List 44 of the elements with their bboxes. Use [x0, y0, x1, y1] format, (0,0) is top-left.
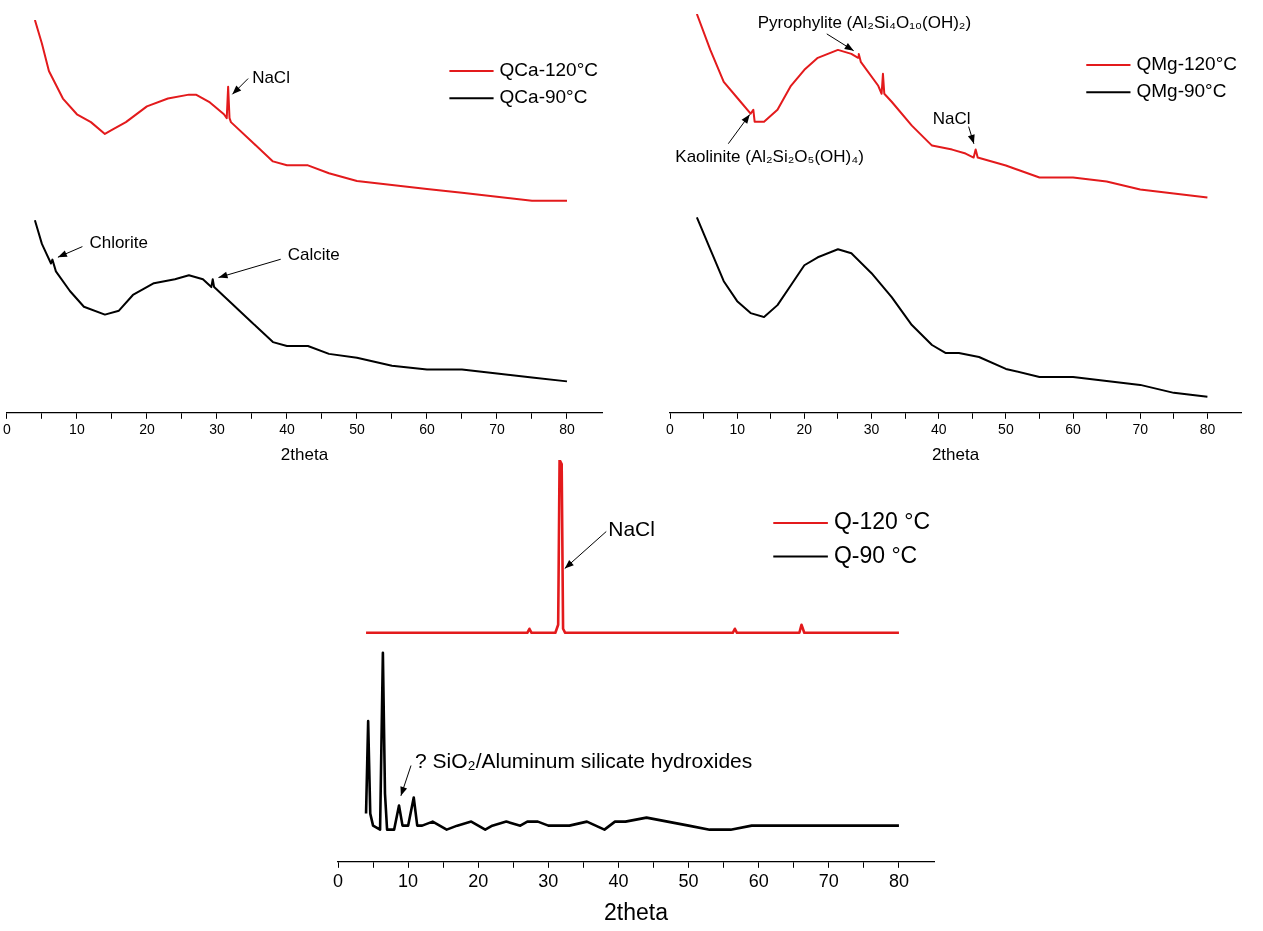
x-tick-label: 30	[209, 421, 225, 438]
annotation: Pyrophylite (Al₂Si₄O₁₀(OH)₂)	[757, 12, 972, 32]
x-tick-label: 20	[468, 870, 489, 891]
legend-label: Q-90 °C	[833, 541, 918, 568]
legend-label: Q-120 °C	[833, 508, 930, 535]
x-axis-title: 2theta	[931, 445, 980, 465]
x-tick-label: 60	[419, 421, 435, 438]
annotation: NaCl	[608, 516, 655, 540]
x-tick-label: 70	[818, 870, 839, 891]
x-tick-label: 30	[863, 421, 880, 438]
x-tick-label: 40	[279, 421, 295, 438]
x-tick-label: 0	[666, 421, 675, 438]
x-tick-label: 10	[398, 870, 419, 891]
annotation: Kaolinite (Al₂Si₂O₅(OH)₄)	[675, 146, 864, 166]
x-tick-label: 80	[888, 870, 909, 891]
x-tick-label: 20	[796, 421, 813, 438]
annotation: Calcite	[287, 245, 340, 265]
annotation: NaCl	[932, 108, 971, 128]
x-tick-label: 10	[69, 421, 85, 438]
x-tick-label: 70	[1132, 421, 1149, 438]
x-tick-label: 60	[748, 870, 769, 891]
x-tick-label: 50	[998, 421, 1014, 438]
x-tick-label: 50	[349, 421, 365, 438]
x-axis-title: 2theta	[604, 898, 669, 925]
x-tick-label: 50	[678, 870, 699, 891]
x-tick-label: 20	[139, 421, 155, 438]
x-axis-title: 2theta	[280, 445, 329, 465]
x-tick-label: 30	[538, 870, 559, 891]
legend-label: QMg-90°C	[1136, 80, 1227, 102]
annotation: Chlorite	[89, 232, 148, 252]
x-tick-label: 40	[930, 421, 947, 438]
x-tick-label: 80	[559, 421, 575, 438]
x-tick-label: 0	[2, 421, 11, 438]
legend-label: QCa-120°C	[499, 59, 599, 81]
x-tick-label: 80	[1199, 421, 1216, 438]
annotation: ? SiO₂/Aluminum silicate hydroxides	[415, 748, 753, 772]
legend-label: QMg-120°C	[1136, 53, 1238, 75]
x-tick-label: 70	[489, 421, 505, 438]
legend-label: QCa-90°C	[499, 86, 588, 108]
x-tick-label: 10	[729, 421, 746, 438]
x-tick-label: 40	[608, 870, 629, 891]
x-tick-label: 60	[1065, 421, 1082, 438]
x-tick-label: 0	[333, 870, 344, 891]
annotation: NaCl	[252, 67, 290, 87]
